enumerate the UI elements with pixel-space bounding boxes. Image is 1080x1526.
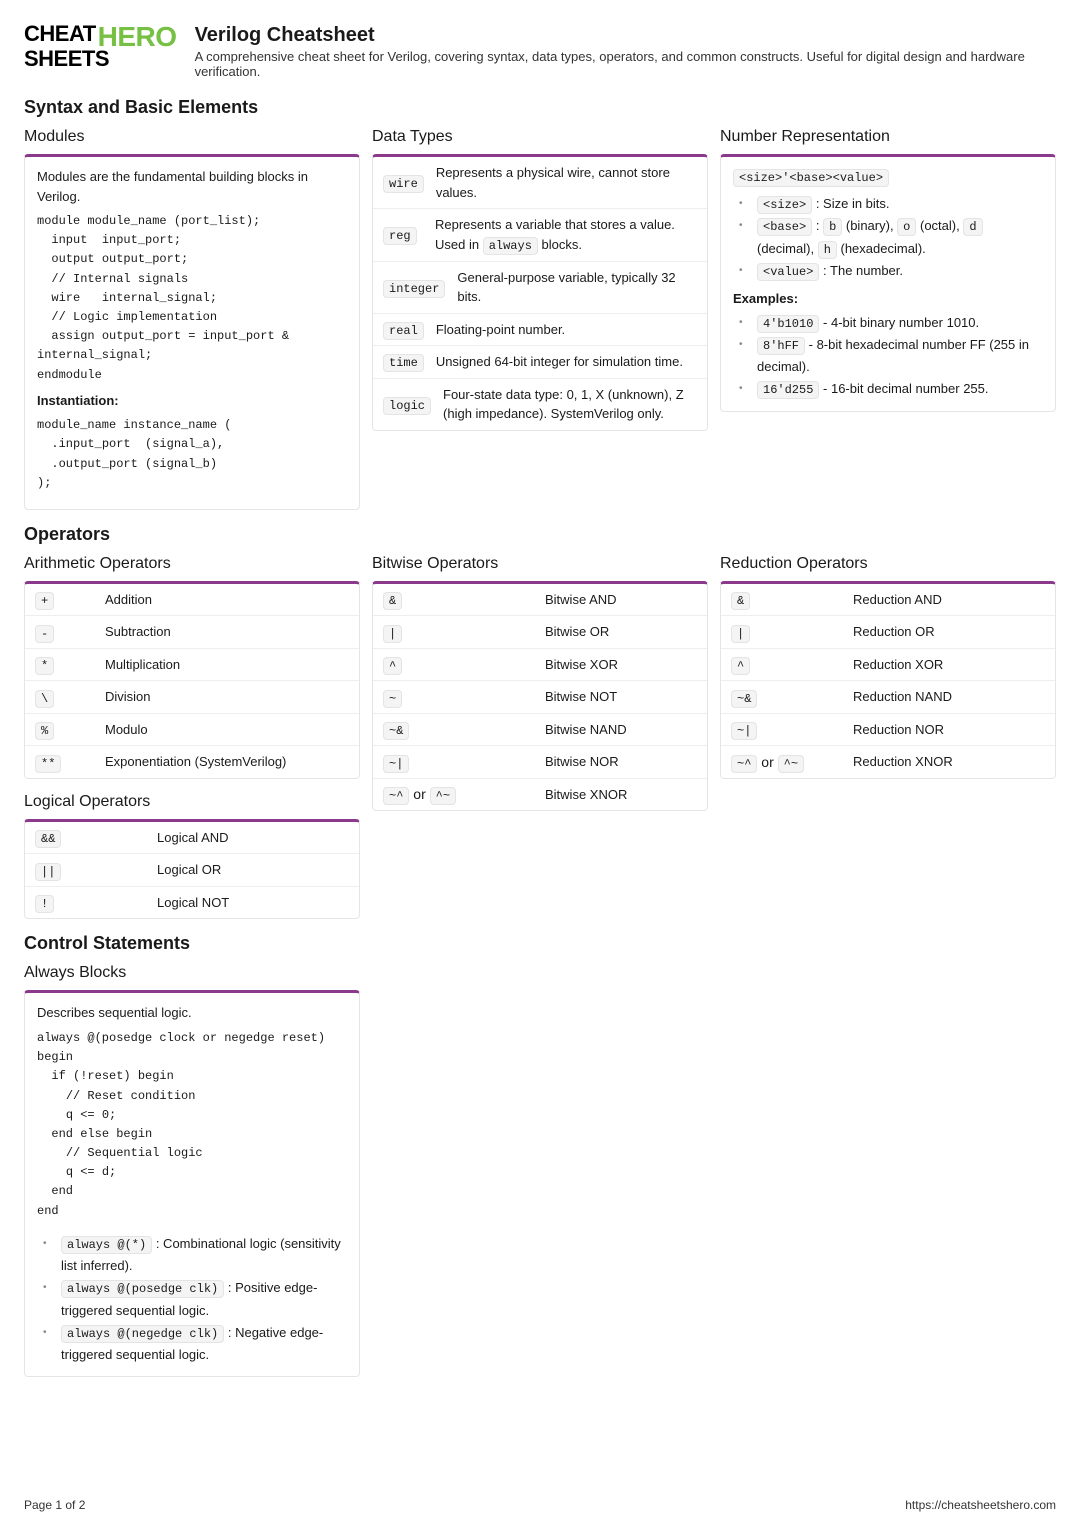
table-row: ~|Reduction NOR xyxy=(721,714,1055,747)
table-row: ^Bitwise XOR xyxy=(373,649,707,682)
code-block: module module_name (port_list); input in… xyxy=(37,212,347,385)
table-row: reg Represents a variable that stores a … xyxy=(373,209,707,262)
subsection-title: Arithmetic Operators xyxy=(24,555,360,573)
list-item: always @(*) : Combinational logic (sensi… xyxy=(51,1233,347,1277)
type-desc: Represents a variable that stores a valu… xyxy=(435,215,697,255)
bitwise-table: &Bitwise AND |Bitwise OR ^Bitwise XOR ~B… xyxy=(372,581,708,812)
type-code: wire xyxy=(383,175,424,193)
list-item: <base> : b (binary), o (octal), d (decim… xyxy=(747,215,1043,260)
list-item: <size> : Size in bits. xyxy=(747,193,1043,215)
subsection-title: Bitwise Operators xyxy=(372,555,708,573)
type-desc: Four-state data type: 0, 1, X (unknown),… xyxy=(443,385,697,424)
table-row: |Bitwise OR xyxy=(373,616,707,649)
type-desc: Represents a physical wire, cannot store… xyxy=(436,163,697,202)
table-row: &Reduction AND xyxy=(721,584,1055,617)
page-subtitle: A comprehensive cheat sheet for Verilog,… xyxy=(195,49,1056,79)
table-row: ~Bitwise NOT xyxy=(373,681,707,714)
subsection-title: Reduction Operators xyxy=(720,555,1056,573)
table-row: \Division xyxy=(25,681,359,714)
list-item: 4'b1010 - 4-bit binary number 1010. xyxy=(747,312,1043,334)
footer-link[interactable]: https://cheatsheetshero.com xyxy=(905,1498,1056,1512)
logical-table: &&Logical AND ||Logical OR !Logical NOT xyxy=(24,819,360,920)
type-code: real xyxy=(383,322,424,340)
code-block: module_name instance_name ( .input_port … xyxy=(37,416,347,493)
page-footer: Page 1 of 2 https://cheatsheetshero.com xyxy=(24,1498,1056,1512)
table-row: |Reduction OR xyxy=(721,616,1055,649)
bullet-list: 4'b1010 - 4-bit binary number 1010. 8'hF… xyxy=(733,312,1043,401)
list-item: always @(negedge clk) : Negative edge-tr… xyxy=(51,1322,347,1366)
table-row: &&Logical AND xyxy=(25,822,359,855)
card-text: Modules are the fundamental building blo… xyxy=(37,167,347,206)
logo: CHEAT HERO SHEETS xyxy=(24,24,177,69)
page-title: Verilog Cheatsheet xyxy=(195,24,1056,47)
logo-text: SHEETS xyxy=(24,49,177,69)
type-code: logic xyxy=(383,397,431,415)
table-row: time Unsigned 64-bit integer for simulat… xyxy=(373,346,707,379)
table-row: *Multiplication xyxy=(25,649,359,682)
table-row: +Addition xyxy=(25,584,359,617)
table-row: logic Four-state data type: 0, 1, X (unk… xyxy=(373,379,707,430)
datatypes-table: wire Represents a physical wire, cannot … xyxy=(372,154,708,431)
numrep-card: <size>'<base><value> <size> : Size in bi… xyxy=(720,154,1056,412)
table-row: ~|Bitwise NOR xyxy=(373,746,707,779)
table-row: !Logical NOT xyxy=(25,887,359,919)
table-row: **Exponentiation (SystemVerilog) xyxy=(25,746,359,778)
table-row: ~^ or ^~ Reduction XNOR xyxy=(721,746,1055,778)
table-row: ^Reduction XOR xyxy=(721,649,1055,682)
table-row: ~&Reduction NAND xyxy=(721,681,1055,714)
bullet-list: <size> : Size in bits. <base> : b (binar… xyxy=(733,193,1043,283)
type-desc: General-purpose variable, typically 32 b… xyxy=(457,268,697,307)
section-title: Control Statements xyxy=(24,933,1056,954)
table-row: &Bitwise AND xyxy=(373,584,707,617)
table-row: real Floating-point number. xyxy=(373,314,707,347)
subsection-title: Data Types xyxy=(372,128,708,146)
card-text: Describes sequential logic. xyxy=(37,1003,347,1023)
type-code: time xyxy=(383,354,424,372)
type-code: integer xyxy=(383,280,445,298)
always-card: Describes sequential logic. always @(pos… xyxy=(24,990,360,1377)
list-item: 16'd255 - 16-bit decimal number 255. xyxy=(747,378,1043,400)
examples-heading: Examples: xyxy=(733,291,1043,306)
section-title: Syntax and Basic Elements xyxy=(24,97,1056,118)
page-header: CHEAT HERO SHEETS Verilog Cheatsheet A c… xyxy=(24,24,1056,79)
table-row: -Subtraction xyxy=(25,616,359,649)
code-block: always @(posedge clock or negedge reset)… xyxy=(37,1029,347,1221)
list-item: <value> : The number. xyxy=(747,260,1043,282)
subsection-title: Modules xyxy=(24,128,360,146)
table-row: %Modulo xyxy=(25,714,359,747)
type-code: reg xyxy=(383,227,417,245)
table-row: ~^ or ^~ Bitwise XNOR xyxy=(373,779,707,811)
reduction-table: &Reduction AND |Reduction OR ^Reduction … xyxy=(720,581,1056,779)
type-desc: Unsigned 64-bit integer for simulation t… xyxy=(436,352,697,372)
table-row: ||Logical OR xyxy=(25,854,359,887)
table-row: ~&Bitwise NAND xyxy=(373,714,707,747)
list-item: 8'hFF - 8-bit hexadecimal number FF (255… xyxy=(747,334,1043,378)
subsection-title: Always Blocks xyxy=(24,964,360,982)
bullet-list: always @(*) : Combinational logic (sensi… xyxy=(37,1233,347,1366)
modules-card: Modules are the fundamental building blo… xyxy=(24,154,360,510)
table-row: wire Represents a physical wire, cannot … xyxy=(373,157,707,209)
list-item: always @(posedge clk) : Positive edge-tr… xyxy=(51,1277,347,1321)
subsection-title: Number Representation xyxy=(720,128,1056,146)
section-title: Operators xyxy=(24,524,1056,545)
card-text: Instantiation: xyxy=(37,391,347,411)
type-desc: Floating-point number. xyxy=(436,320,697,340)
arith-table: +Addition -Subtraction *Multiplication \… xyxy=(24,581,360,779)
table-row: integer General-purpose variable, typica… xyxy=(373,262,707,314)
page-number: Page 1 of 2 xyxy=(24,1498,85,1512)
format-code: <size>'<base><value> xyxy=(733,169,889,187)
subsection-title: Logical Operators xyxy=(24,793,360,811)
